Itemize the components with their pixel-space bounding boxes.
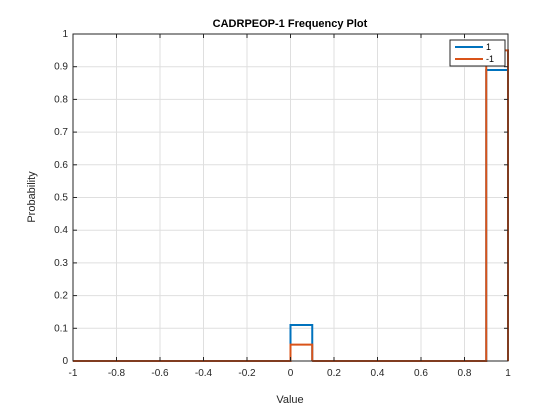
x-tick-label: 0.8 [458, 368, 472, 379]
y-tick-label: 0 [62, 356, 68, 367]
legend: 1 -1 [449, 39, 506, 67]
y-axis-label: Probability [26, 171, 38, 223]
x-tick-label: -1 [69, 368, 78, 379]
legend-label-series-1: 1 [486, 42, 491, 52]
x-tick-label: 0.6 [414, 368, 428, 379]
y-tick-label: 0.4 [54, 225, 68, 236]
x-tick-label: -0.8 [108, 368, 126, 379]
x-axis-label: Value [276, 394, 303, 406]
chart-title: CADRPEOP-1 Frequency Plot [213, 18, 368, 30]
x-tick-label: 0.2 [327, 368, 341, 379]
y-tick-label: 0.1 [54, 323, 68, 334]
x-tick-label: 1 [505, 368, 511, 379]
x-tick-label: -0.6 [151, 368, 169, 379]
y-tick-label: 0.7 [54, 127, 68, 138]
x-tick-label: 0.4 [371, 368, 385, 379]
x-tick-label: 0 [288, 368, 294, 379]
y-tick-label: 0.3 [54, 258, 68, 269]
tick-labels: -1 -0.8 -0.6 -0.4 -0.2 0 0.2 0.4 0.6 0.8 1 0 0.1 0.2 0… [54, 29, 511, 379]
y-tick-label: 0.9 [54, 62, 68, 73]
legend-label-series-2: -1 [486, 54, 494, 64]
y-tick-label: 0.5 [54, 193, 68, 204]
y-tick-label: 1 [62, 29, 68, 40]
ticks [72, 33, 509, 362]
x-tick-label: -0.4 [195, 368, 213, 379]
y-tick-label: 0.8 [54, 94, 68, 105]
x-tick-label: -0.2 [238, 368, 256, 379]
y-tick-label: 0.6 [54, 160, 68, 171]
y-tick-label: 0.2 [54, 291, 68, 302]
legend-box [449, 39, 506, 67]
